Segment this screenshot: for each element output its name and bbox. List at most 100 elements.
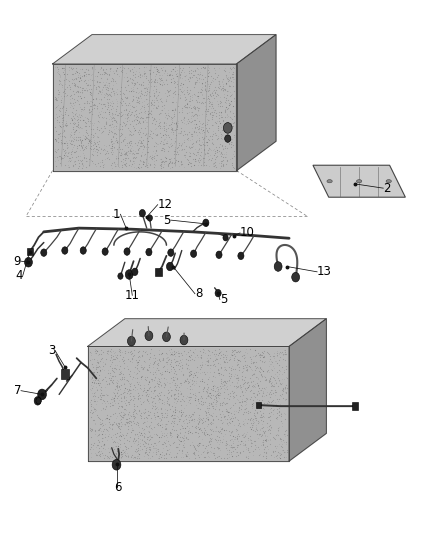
Ellipse shape — [127, 336, 135, 346]
Point — [191, 370, 198, 379]
Point — [162, 134, 169, 143]
Ellipse shape — [36, 398, 41, 404]
Point — [250, 395, 257, 404]
Point — [154, 103, 161, 112]
Point — [251, 369, 258, 378]
Point — [164, 389, 171, 397]
Point — [189, 378, 196, 387]
Point — [230, 141, 237, 149]
Point — [161, 451, 168, 459]
Point — [93, 384, 100, 393]
Point — [67, 95, 74, 103]
Point — [154, 411, 161, 420]
Point — [151, 82, 158, 90]
Point — [267, 429, 274, 438]
Point — [131, 453, 138, 462]
Point — [166, 121, 173, 130]
Point — [255, 418, 262, 427]
Point — [195, 439, 202, 448]
Point — [139, 118, 146, 126]
Point — [152, 131, 159, 139]
Point — [211, 87, 218, 96]
Point — [95, 117, 102, 125]
Point — [54, 95, 61, 104]
Point — [151, 151, 158, 160]
Point — [112, 160, 119, 168]
Point — [117, 436, 124, 445]
Point — [213, 73, 220, 82]
Point — [196, 134, 203, 142]
Point — [163, 409, 170, 417]
Point — [168, 113, 175, 122]
Point — [68, 65, 75, 74]
Point — [260, 423, 267, 432]
Point — [279, 354, 286, 363]
Point — [199, 418, 206, 427]
Point — [131, 126, 138, 135]
Point — [109, 425, 116, 433]
Point — [58, 110, 65, 119]
Point — [255, 404, 262, 413]
Point — [100, 348, 107, 357]
Point — [113, 162, 120, 171]
Point — [59, 103, 66, 111]
Point — [108, 146, 115, 154]
Point — [133, 369, 140, 378]
Point — [141, 97, 148, 106]
Point — [253, 416, 260, 424]
Point — [109, 358, 116, 367]
Point — [182, 433, 189, 442]
Point — [191, 391, 198, 399]
Point — [106, 108, 113, 117]
Point — [241, 428, 248, 437]
Point — [154, 101, 161, 110]
Point — [263, 454, 270, 462]
Point — [205, 408, 212, 416]
Point — [94, 132, 101, 140]
Point — [92, 159, 99, 168]
Point — [228, 140, 235, 149]
Point — [94, 413, 101, 421]
Point — [218, 377, 225, 385]
Point — [248, 365, 255, 374]
Point — [145, 432, 152, 441]
Point — [196, 154, 203, 163]
Point — [99, 365, 106, 373]
Point — [103, 95, 110, 103]
Point — [86, 445, 93, 453]
Point — [105, 103, 112, 111]
Point — [258, 420, 265, 429]
Point — [202, 86, 209, 94]
Point — [225, 99, 232, 108]
Point — [150, 360, 157, 368]
Point — [68, 91, 75, 100]
Point — [57, 136, 64, 144]
Point — [87, 349, 94, 358]
Point — [217, 99, 224, 108]
Point — [281, 432, 288, 440]
Point — [175, 349, 182, 357]
Point — [240, 364, 247, 372]
Point — [110, 128, 117, 137]
Point — [203, 411, 210, 419]
Point — [121, 349, 128, 357]
Point — [216, 433, 223, 441]
Point — [67, 156, 74, 165]
Point — [215, 71, 222, 79]
Point — [245, 381, 252, 390]
Point — [58, 154, 65, 163]
Point — [166, 387, 173, 396]
Point — [96, 110, 103, 118]
Point — [213, 353, 220, 362]
Point — [256, 362, 263, 371]
Point — [214, 384, 221, 393]
Point — [108, 360, 115, 369]
Point — [198, 79, 205, 87]
Point — [221, 379, 228, 388]
Point — [206, 116, 213, 124]
Point — [268, 397, 275, 405]
Point — [62, 75, 69, 84]
Point — [155, 454, 162, 463]
Point — [176, 440, 183, 448]
Point — [210, 106, 217, 115]
